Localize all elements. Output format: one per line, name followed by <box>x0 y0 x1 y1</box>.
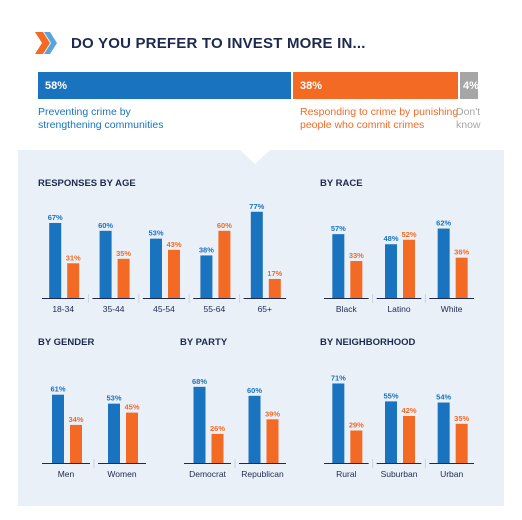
bar-orange <box>211 433 224 463</box>
data-label-orange: 42% <box>401 406 416 415</box>
overall-desc-line: strengthening communities <box>38 119 164 131</box>
data-label-orange: 34% <box>68 415 83 424</box>
category-label: Democrat <box>189 469 226 479</box>
data-label-blue: 68% <box>192 377 207 386</box>
data-label-orange: 52% <box>401 230 416 239</box>
bar-blue <box>99 230 112 298</box>
data-label-blue: 57% <box>331 224 346 233</box>
bar-blue <box>332 234 345 298</box>
data-label-orange: 29% <box>349 421 364 430</box>
bar-blue <box>200 255 213 298</box>
bar-blue <box>250 211 263 298</box>
bar-blue <box>332 383 345 463</box>
data-label-blue: 62% <box>436 219 451 228</box>
data-label-orange: 26% <box>210 424 225 433</box>
bar-blue <box>108 403 120 463</box>
data-label-blue: 55% <box>383 391 398 400</box>
data-label-blue: 60% <box>98 221 113 230</box>
data-label-orange: 33% <box>349 251 364 260</box>
bar-blue <box>248 395 261 463</box>
category-label: 65+ <box>258 304 272 314</box>
overall-desc-line: Responding to crime by punishing <box>300 106 459 118</box>
overall-segment-1: 38% <box>293 72 460 99</box>
overall-desc-0: Preventing crime by strengthening communi… <box>38 106 163 132</box>
bar-blue <box>193 386 206 463</box>
chart-title: RESPONSES BY AGE <box>38 178 136 189</box>
bar-orange <box>126 412 138 463</box>
data-label-blue: 60% <box>247 386 262 395</box>
data-label-orange: 35% <box>116 249 131 258</box>
bar-orange <box>403 239 415 298</box>
category-label: White <box>441 304 463 314</box>
data-label-orange: 35% <box>454 414 469 423</box>
bar-orange <box>350 261 363 298</box>
chart-title: BY GENDER <box>38 337 94 348</box>
bar-blue <box>52 394 64 463</box>
overall-segment-2: 4% <box>460 72 479 99</box>
overall-desc-line: Preventing crime by <box>38 106 131 118</box>
category-label: Men <box>58 469 75 479</box>
overall-stacked-bar: 58% 38% 4% <box>38 72 479 99</box>
bar-orange <box>268 278 281 298</box>
bar-orange <box>455 257 468 298</box>
bar-orange <box>455 423 468 463</box>
overall-desc-1: Responding to crime by punishing people w… <box>300 106 458 132</box>
data-label-orange: 60% <box>217 221 232 230</box>
data-label-orange: 45% <box>124 403 139 412</box>
data-label-blue: 48% <box>383 234 398 243</box>
category-label: Black <box>336 304 358 314</box>
data-label-blue: 71% <box>331 373 346 382</box>
data-label-orange: 39% <box>265 409 280 418</box>
data-label-blue: 53% <box>148 229 163 238</box>
data-label-blue: 61% <box>50 385 65 394</box>
data-label-blue: 38% <box>199 245 214 254</box>
category-label: Rural <box>336 469 356 479</box>
category-label: Suburban <box>381 469 418 479</box>
overall-desc-line: people who commit crimes <box>300 119 425 131</box>
overall-desc-line: know <box>456 119 481 131</box>
chart-title: BY RACE <box>320 178 363 189</box>
bar-orange <box>266 419 279 463</box>
overall-segment-0: 58% <box>38 72 293 99</box>
category-label: Latino <box>387 304 410 314</box>
category-label: Women <box>107 469 136 479</box>
bar-orange <box>70 424 82 463</box>
chart-title: BY PARTY <box>180 337 228 348</box>
category-label: Urban <box>440 469 463 479</box>
bar-blue <box>385 244 397 298</box>
chevron-logo-icon <box>35 32 57 54</box>
category-label: 18-34 <box>52 304 74 314</box>
data-label-orange: 17% <box>267 269 282 278</box>
bar-blue <box>437 402 450 463</box>
data-label-orange: 36% <box>454 248 469 257</box>
category-label: Republican <box>241 469 284 479</box>
data-label-blue: 67% <box>48 213 63 222</box>
bar-blue <box>49 222 62 298</box>
overall-desc-line: Don't <box>456 106 481 118</box>
data-label-orange: 43% <box>166 240 181 249</box>
category-label: 45-54 <box>153 304 175 314</box>
bar-orange <box>218 230 231 298</box>
chart-title: BY NEIGHBORHOOD <box>320 337 416 348</box>
overall-desc-2: Don't know <box>456 106 481 132</box>
bar-orange <box>67 263 80 298</box>
bar-blue <box>437 228 450 298</box>
page-title: DO YOU PREFER TO INVEST MORE IN... <box>71 35 366 52</box>
bar-orange <box>117 258 130 298</box>
data-label-blue: 53% <box>106 394 121 403</box>
category-label: 55-64 <box>204 304 226 314</box>
category-label: 35-44 <box>103 304 125 314</box>
panel-pointer <box>240 150 270 164</box>
bar-orange <box>403 415 415 463</box>
bar-orange <box>168 249 180 298</box>
data-label-orange: 31% <box>66 253 81 262</box>
bar-blue <box>385 401 397 463</box>
data-label-blue: 54% <box>436 393 451 402</box>
data-label-blue: 77% <box>249 202 264 211</box>
breakdown-panel <box>18 150 504 506</box>
bar-orange <box>350 430 363 463</box>
bar-blue <box>150 238 162 298</box>
